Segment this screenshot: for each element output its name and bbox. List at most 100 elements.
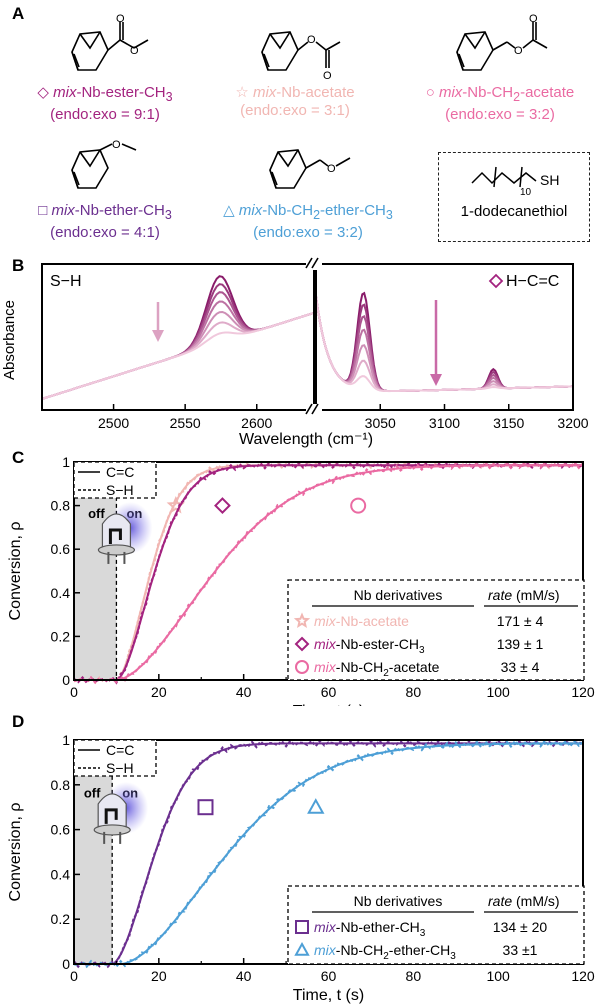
table-header-rate: rate (mM/s) bbox=[488, 893, 560, 909]
derivative-name: mix-Nb-ester-CH3 bbox=[314, 636, 425, 656]
x-axis-label: Time, t (s) bbox=[293, 987, 364, 1004]
x-tick-label: 3100 bbox=[429, 415, 460, 431]
x-axis-label: Time, t (s) bbox=[293, 703, 364, 706]
table-row: mix-Nb-acetate 171 ± 4 bbox=[293, 612, 544, 629]
cc-spectrum-6 bbox=[315, 296, 573, 393]
molecule-name: -Nb-CH bbox=[462, 84, 514, 101]
series-marker bbox=[307, 798, 325, 814]
x-tick-label: 2550 bbox=[170, 415, 201, 431]
light-off-label: off bbox=[84, 786, 101, 801]
mix-prefix: mix bbox=[238, 202, 263, 219]
bulb-filament bbox=[104, 808, 118, 824]
table-header-derivatives: Nb derivatives bbox=[354, 893, 443, 909]
circle-icon: ○ bbox=[425, 84, 435, 101]
y-tick-label: 0.4 bbox=[51, 585, 71, 601]
dodecanethiol-box: 10 SH 1-dodecanethiol bbox=[438, 152, 590, 242]
x-tick-label: 80 bbox=[406, 968, 422, 984]
y-tick-label: 1 bbox=[62, 454, 70, 470]
legend-box bbox=[73, 739, 157, 777]
y-tick-label: 0.8 bbox=[51, 498, 71, 514]
svg-text:O: O bbox=[327, 163, 336, 175]
y-tick-label: 0.8 bbox=[51, 777, 71, 793]
y-axis-label: Absorbance bbox=[1, 300, 18, 380]
triangle-icon bbox=[307, 798, 325, 814]
sh-spectrum-6 bbox=[41, 311, 315, 400]
table-row: mix-Nb-CH2-ether-CH3 33 ±1 bbox=[294, 941, 538, 962]
x-tick-label: 80 bbox=[406, 684, 422, 700]
molecule-name: -Nb-acetate bbox=[276, 84, 355, 101]
square-icon bbox=[295, 920, 309, 934]
cc-spectrum-5 bbox=[315, 296, 573, 392]
derivative-name: mix-Nb-CH2-ether-CH3 bbox=[314, 942, 456, 962]
x-tick-label: 2500 bbox=[98, 415, 129, 431]
table-row: mix-Nb-ether-CH3 134 ± 20 bbox=[295, 919, 548, 939]
endo-exo-ratio: (endo:exo = 4:1) bbox=[50, 224, 160, 241]
thiol-group-label: SH bbox=[540, 172, 559, 188]
line-style-legend: C=C S−H bbox=[73, 461, 157, 499]
square-icon bbox=[197, 799, 214, 816]
uv-light-icon: offon bbox=[84, 781, 149, 844]
panel-letter-b: B bbox=[12, 256, 25, 275]
dodecanethiol-label: 1-dodecanethiol bbox=[460, 203, 568, 220]
decrease-arrow-left bbox=[152, 302, 164, 342]
subscript: 3 bbox=[164, 208, 172, 222]
mix-prefix: mix bbox=[51, 202, 75, 219]
x-tick-label: 0 bbox=[70, 968, 78, 984]
molecule-name-suffix: -ether-CH bbox=[320, 202, 386, 219]
x-tick-label: 3150 bbox=[493, 415, 524, 431]
rate-value: 33 ± 4 bbox=[501, 659, 540, 675]
table-header-derivatives: Nb derivatives bbox=[354, 587, 443, 603]
norbornene-ch2-ether-structure: O bbox=[269, 149, 351, 189]
diamond-icon bbox=[488, 273, 504, 289]
y-tick-label: 1 bbox=[62, 732, 70, 748]
rate-table-box bbox=[287, 885, 585, 965]
light-off-label: off bbox=[88, 506, 105, 521]
x-tick-label: 100 bbox=[486, 968, 510, 984]
x-tick-label: 40 bbox=[236, 968, 252, 984]
norbornene-ch2-acetate-structure: O O bbox=[456, 14, 548, 71]
table-row: mix-Nb-ester-CH3 139 ± 1 bbox=[294, 636, 544, 656]
molecule-nb-ch2-acetate: O O ○ mix-Nb-CH2-acetate (endo:exo = 3:2… bbox=[405, 14, 595, 124]
series-marker bbox=[197, 799, 214, 816]
y-tick-label: 0.6 bbox=[51, 822, 71, 838]
axis-break-marks bbox=[305, 257, 319, 415]
sh-conversion-curve bbox=[73, 461, 584, 685]
endo-exo-ratio: (endo:exo = 3:2) bbox=[445, 106, 555, 123]
x-tick-label: 60 bbox=[321, 968, 337, 984]
y-tick-label: 0 bbox=[62, 672, 70, 688]
left-plot-frame bbox=[41, 263, 315, 411]
x-tick-label: 20 bbox=[151, 684, 167, 700]
rate-value: 134 ± 20 bbox=[493, 919, 548, 935]
b-x-ticks: 2500 2550 2600 3050 3100 3150 3200 bbox=[98, 404, 589, 431]
panel-letter-c: C bbox=[12, 448, 25, 467]
molecule-nb-acetate: O O ☆ mix-Nb-acetate (endo:exo = 3:1) bbox=[215, 14, 375, 120]
sh-spectrum-1 bbox=[41, 283, 315, 400]
panel-b-spectra: 2500 2550 2600 3050 3100 3150 3200 Absorbance … bbox=[1, 256, 589, 448]
rate-value: 139 ± 1 bbox=[497, 636, 544, 652]
molecule-name: -Nb-ester-CH bbox=[76, 84, 166, 101]
bulb-base bbox=[93, 824, 131, 836]
endo-exo-ratio: (endo:exo = 3:2) bbox=[253, 224, 363, 241]
table-row: mix-Nb-CH2-acetate 33 ± 4 bbox=[295, 659, 540, 679]
molecule-label: △ mix-Nb-CH2-ether-CH3 bbox=[198, 202, 418, 224]
sh-spectrum-2 bbox=[41, 291, 315, 400]
rate-table: Nb derivatives rate (mM/s) mix-Nb-acetate 1… bbox=[287, 579, 585, 681]
sh-spectrum-3 bbox=[41, 300, 315, 400]
circle-icon bbox=[295, 660, 309, 674]
panel-letter-a: A bbox=[12, 4, 25, 23]
endo-exo-ratio: (endo:exo = 3:1) bbox=[240, 102, 350, 119]
svg-text:O: O bbox=[130, 45, 139, 57]
dodecanethiol-structure: 10 SH bbox=[471, 166, 559, 198]
rate-value: 171 ± 4 bbox=[497, 613, 544, 629]
rate-value: 33 ±1 bbox=[503, 942, 538, 958]
derivative-name: mix-Nb-ether-CH3 bbox=[314, 919, 426, 939]
derivative-name: mix-Nb-CH2-acetate bbox=[314, 659, 440, 679]
svg-text:O: O bbox=[307, 34, 316, 46]
y-tick-label: 0.2 bbox=[51, 628, 71, 644]
sh-label: S−H bbox=[50, 273, 82, 290]
line-style-legend: C=C S−H bbox=[73, 739, 157, 777]
rate-table-box bbox=[287, 579, 585, 681]
table-header-rate: rate (mM/s) bbox=[488, 587, 560, 603]
molecule-label: □ mix-Nb-ether-CH3 bbox=[20, 202, 190, 224]
triangle-icon: △ bbox=[223, 202, 235, 219]
